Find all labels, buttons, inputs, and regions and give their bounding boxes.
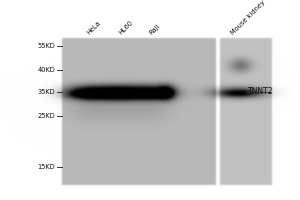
Text: 35KD: 35KD (38, 89, 55, 95)
Text: 25KD: 25KD (37, 113, 55, 119)
Text: HL60: HL60 (118, 20, 134, 36)
Text: 15KD: 15KD (38, 164, 55, 170)
Text: TNNT2: TNNT2 (248, 88, 274, 97)
Text: 55KD: 55KD (37, 43, 55, 49)
Text: 40KD: 40KD (37, 67, 55, 73)
Text: HeLa: HeLa (86, 20, 102, 36)
Text: Mouse kidney: Mouse kidney (230, 0, 266, 36)
Text: Raji: Raji (148, 23, 161, 36)
